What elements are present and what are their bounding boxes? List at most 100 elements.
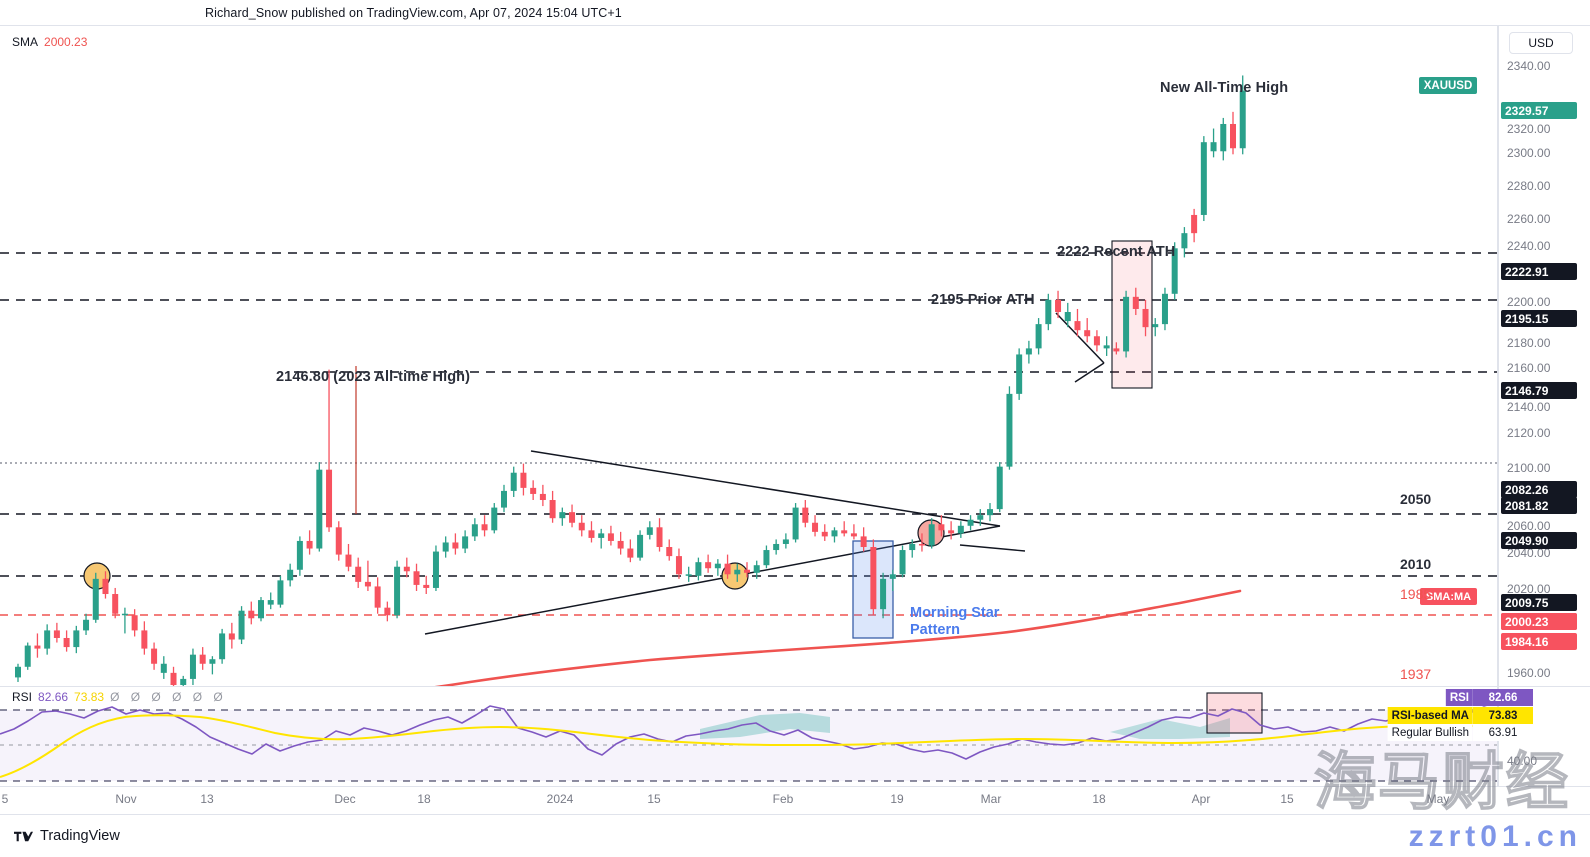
candle-body — [539, 493, 546, 501]
candle-body — [1006, 393, 1013, 467]
price-value-badge: 1984.16 — [1501, 633, 1577, 650]
price-tick: 2060.00 — [1507, 519, 1551, 533]
candle-body — [462, 536, 469, 549]
price-value-badge: 2009.75 — [1501, 594, 1577, 611]
candle-body — [646, 527, 653, 535]
candle-body — [326, 469, 333, 528]
candle-body — [996, 466, 1003, 510]
candle-body — [967, 519, 974, 526]
candle-body — [1239, 90, 1246, 149]
symmetrical-triangle-pattern — [424, 450, 1001, 635]
candle-body — [73, 630, 80, 648]
time-axis-label: 15 — [647, 792, 661, 806]
candle-body — [1064, 311, 1071, 322]
candle-body — [530, 487, 537, 494]
candle-body — [209, 659, 216, 664]
time-axis-label: Apr — [1191, 792, 1211, 806]
rsi-pane[interactable]: RSI 82.66 73.83 Ø Ø Ø Ø Ø Ø — [0, 686, 1498, 786]
candle-body — [627, 548, 634, 558]
rsi-legend[interactable]: RSI 82.66 73.83 Ø Ø Ø Ø Ø Ø — [12, 690, 227, 704]
price-tick: 2120.00 — [1507, 426, 1551, 440]
candle-body — [637, 534, 644, 558]
tradingview-logo[interactable]: TradingView — [0, 828, 120, 844]
candle-body — [520, 472, 527, 488]
level-1937-label: 1937 — [1400, 666, 1432, 682]
tradingview-mark-icon — [14, 831, 33, 841]
candle-body — [714, 563, 721, 569]
price-value-badge: 2082.26 — [1501, 481, 1577, 498]
candle-body — [413, 571, 420, 585]
legend-indicator-name: SMA — [12, 35, 39, 49]
candle-body — [1113, 348, 1120, 352]
candle-body — [364, 581, 371, 587]
candle-body — [189, 654, 196, 679]
level-lines — [0, 252, 1497, 616]
candle-body — [734, 569, 741, 575]
price-value-badge: 2049.90 — [1501, 532, 1577, 549]
rsi-ma-tag-name: RSI-based MA — [1387, 707, 1473, 724]
candle-body — [987, 509, 993, 516]
candle-body — [977, 515, 984, 520]
candle-body — [63, 637, 70, 648]
time-axis-label: 18 — [1092, 792, 1106, 806]
candle-body — [374, 586, 381, 608]
chart-legend[interactable]: SMA 2000.23 — [12, 35, 87, 49]
candle-body — [675, 556, 682, 575]
price-tick: 2100.00 — [1507, 461, 1551, 475]
all-time-high-2023-label: 2146.80 (2023 All-time High) — [276, 369, 471, 385]
candle-body — [782, 539, 789, 544]
candle-body — [306, 540, 313, 549]
candle-body — [121, 613, 128, 616]
prior-ath-label: 2195 Prior ATH — [931, 292, 1035, 308]
candle-body — [170, 672, 177, 685]
symbol-price-badge: XAUUSD — [1419, 77, 1477, 94]
candle-body — [753, 565, 760, 573]
candle-body — [481, 524, 488, 531]
candle-body — [1220, 123, 1227, 152]
price-tick: 2140.00 — [1507, 400, 1551, 414]
candle-body — [1035, 324, 1042, 349]
candle-body — [909, 543, 916, 551]
candle-body — [452, 542, 459, 549]
candle-body — [569, 512, 576, 523]
price-value-badge: 2329.57 — [1501, 102, 1577, 119]
publisher-bar: Richard_Snow published on TradingView.co… — [0, 0, 1590, 26]
currency-chip[interactable]: USD — [1509, 32, 1573, 54]
candle-body — [112, 594, 119, 614]
candle-body — [1152, 324, 1159, 328]
candle-body — [607, 533, 614, 541]
price-chart-pane[interactable]: SMA 2000.23 — [0, 26, 1498, 686]
rsi-bullish-divergence-shade — [700, 713, 830, 739]
rsi-tag-value: 82.66 — [1473, 689, 1533, 706]
candle-body — [15, 666, 21, 678]
candle-body — [617, 540, 624, 549]
candle-body — [549, 500, 556, 519]
time-axis-label: 15 — [1280, 792, 1294, 806]
candle-body — [812, 522, 819, 532]
candle-body — [1132, 296, 1139, 309]
footer-bar: TradingView — [0, 814, 1590, 857]
candle-body — [355, 566, 362, 582]
candle-body — [1161, 293, 1168, 325]
candle-body — [860, 536, 867, 548]
candle-body — [1171, 248, 1178, 294]
recent-ath-label: 2222 Recent ATH — [1057, 244, 1176, 260]
candle-body — [773, 543, 780, 551]
price-tick: 2020.00 — [1507, 582, 1551, 596]
candle-body — [92, 578, 99, 620]
candle-body — [335, 527, 342, 555]
candle-body — [957, 525, 964, 534]
candle-body — [695, 562, 702, 576]
candle-body — [588, 530, 595, 538]
time-axis-label: May — [1426, 792, 1450, 806]
level-2050-label: 2050 — [1400, 491, 1432, 507]
candle-body — [1055, 299, 1062, 312]
candle-body — [1074, 321, 1081, 331]
time-axis[interactable]: 5 Nov 13 Dec 18 2024 15 Feb 19 Mar 18 Apr 15 May — [0, 786, 1590, 814]
candle-body — [918, 543, 925, 546]
time-axis-label: 13 — [200, 792, 214, 806]
candle-body — [160, 663, 167, 673]
price-axis[interactable]: USD 2340.00 2320.00 2300.00 2280.00 2260.00 2… — [1498, 26, 1590, 686]
rsi-value-tag: RSI 82.66 — [1445, 689, 1533, 706]
rsi-tick-40: 40.00 — [1507, 754, 1538, 768]
